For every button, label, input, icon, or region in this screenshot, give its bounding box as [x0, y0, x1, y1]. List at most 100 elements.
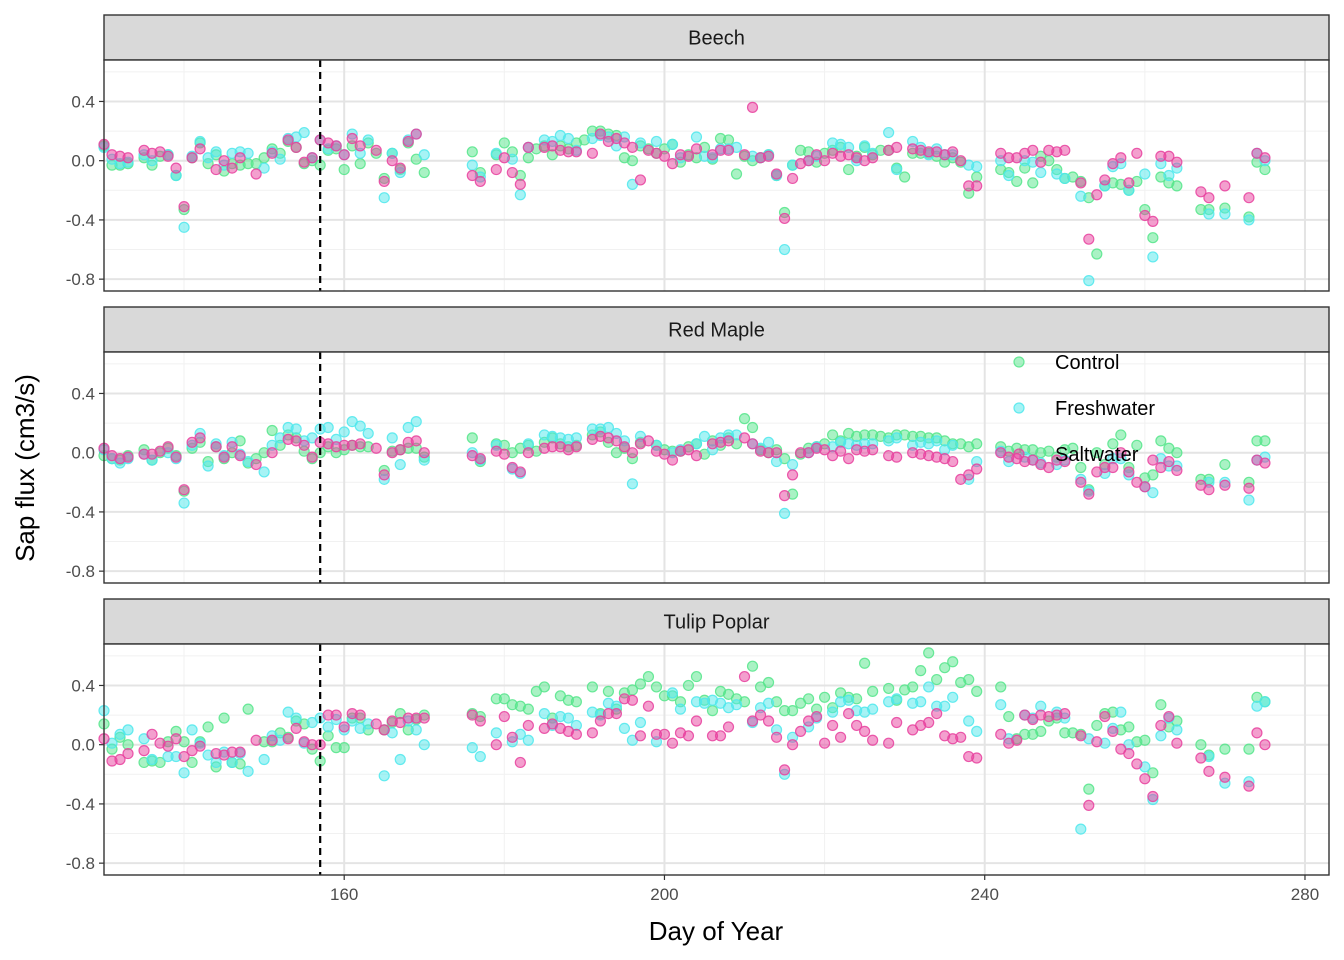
data-point	[1131, 439, 1143, 451]
data-point	[971, 180, 983, 192]
data-point	[762, 676, 775, 689]
data-point	[642, 700, 655, 712]
facet-strip	[103, 306, 1330, 353]
data-point	[1243, 214, 1255, 226]
data-point	[810, 149, 823, 161]
y-tick-label: 0.4	[71, 384, 95, 403]
data-point	[634, 730, 647, 742]
data-point	[1147, 454, 1159, 466]
data-point	[394, 753, 406, 766]
data-point	[418, 712, 430, 724]
data-point	[394, 458, 406, 471]
data-point	[1027, 177, 1039, 189]
data-point	[506, 166, 518, 179]
data-point	[642, 435, 655, 447]
data-point	[1075, 476, 1087, 488]
data-point	[570, 146, 582, 158]
data-point	[1123, 721, 1135, 733]
data-point	[971, 463, 983, 475]
y-tick-label: -0.4	[66, 211, 95, 230]
data-point	[778, 243, 791, 256]
data-point	[1147, 790, 1159, 803]
data-point	[538, 681, 550, 693]
data-point	[867, 734, 879, 746]
data-point	[963, 715, 975, 727]
data-point	[594, 128, 607, 140]
data-point	[1243, 192, 1255, 204]
data-point	[843, 694, 855, 706]
data-point	[931, 707, 943, 720]
data-point	[698, 430, 711, 443]
data-point	[626, 694, 639, 706]
data-point	[1107, 725, 1119, 737]
data-point	[522, 719, 534, 732]
data-point	[1139, 734, 1151, 746]
data-point	[538, 707, 550, 720]
data-point	[1099, 174, 1111, 186]
data-point	[474, 175, 486, 188]
data-point	[1259, 435, 1271, 447]
data-point	[1075, 461, 1087, 474]
data-point	[955, 731, 967, 743]
data-point	[298, 439, 310, 451]
data-point	[682, 679, 695, 692]
data-point	[202, 460, 214, 472]
data-point	[770, 731, 783, 743]
data-point	[1219, 458, 1231, 471]
data-point	[722, 435, 735, 447]
data-point	[658, 728, 671, 740]
data-point	[418, 149, 430, 161]
data-point	[1067, 442, 1079, 454]
data-point	[682, 730, 695, 742]
data-point	[1059, 707, 1071, 720]
data-point	[762, 697, 775, 709]
data-point	[122, 747, 134, 760]
data-point	[474, 715, 486, 727]
data-point	[746, 660, 759, 672]
data-point	[522, 447, 534, 459]
data-point	[410, 415, 422, 428]
data-point	[122, 451, 134, 463]
data-point	[138, 745, 150, 757]
data-point	[826, 719, 839, 732]
facet-panel-0: Beech 0.4 0.0 -0.4 -0.8	[66, 14, 1330, 292]
data-point	[522, 703, 534, 715]
data-point	[1171, 464, 1183, 477]
data-point	[466, 742, 478, 754]
data-point	[666, 138, 679, 151]
y-tick-label: 0.4	[71, 676, 95, 695]
data-point	[338, 426, 350, 438]
data-point	[770, 447, 783, 459]
data-point	[1251, 727, 1263, 739]
data-point	[410, 128, 422, 140]
data-point	[666, 687, 679, 699]
data-point	[186, 756, 198, 769]
data-point	[746, 101, 759, 113]
data-point	[891, 693, 903, 705]
data-point	[466, 169, 478, 182]
data-point	[859, 725, 871, 737]
data-point	[610, 707, 623, 720]
data-point	[931, 673, 943, 686]
data-point	[690, 438, 703, 450]
data-point	[290, 423, 302, 435]
data-point	[650, 135, 663, 148]
data-point	[891, 716, 903, 729]
data-point	[971, 685, 983, 697]
data-point	[466, 432, 478, 444]
data-point	[738, 413, 751, 425]
data-point	[1123, 177, 1135, 189]
data-point	[690, 450, 703, 462]
panel-border	[103, 351, 1330, 584]
data-point	[378, 770, 390, 782]
data-point	[282, 706, 294, 718]
data-point	[170, 162, 182, 174]
data-point	[178, 484, 190, 496]
data-point	[1163, 169, 1175, 182]
data-point	[186, 152, 198, 164]
data-point	[818, 737, 831, 749]
y-tick-label: -0.8	[66, 270, 95, 289]
data-point	[258, 466, 270, 478]
data-point	[586, 147, 598, 159]
data-point	[466, 159, 478, 171]
